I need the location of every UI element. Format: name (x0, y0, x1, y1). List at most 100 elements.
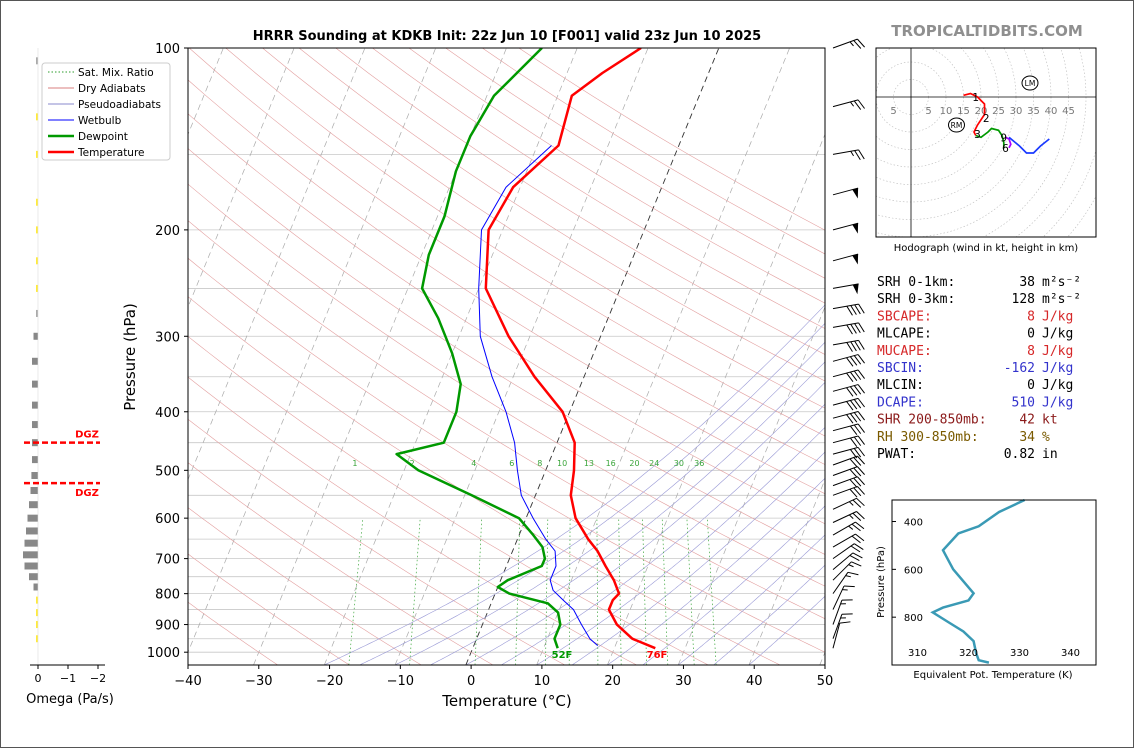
barb-flag (849, 555, 860, 561)
stat-value: 8 (1027, 309, 1035, 324)
barb-flag (853, 100, 862, 110)
hodograph-panel: 5 5 10 15 20 25 30 35 40 45 RM LM 123 96 Hodograph (w… (875, 47, 1097, 254)
pseudoadiabat (465, 381, 825, 665)
barb-flag (851, 523, 861, 532)
barb-flag (850, 341, 857, 352)
omega-bar (36, 198, 38, 206)
barb-half (842, 589, 848, 591)
stat-label: MLCIN: (877, 378, 924, 393)
dry-adiabat (188, 335, 709, 665)
barb-staff (832, 149, 859, 155)
storm-motion-label: LM (1025, 79, 1036, 88)
barb-pennant (852, 254, 859, 265)
mixing-ratio-label: 2 (410, 459, 415, 468)
y-tick-label: 300 (155, 330, 180, 345)
omega-bar (36, 150, 38, 158)
omega-bar (30, 487, 38, 495)
barb-staff (832, 485, 858, 496)
y-tick-label: 400 (155, 406, 180, 421)
pseudoadiabat (713, 564, 825, 665)
barb-staff (832, 38, 858, 49)
wind-barb (832, 543, 864, 560)
storm-motion-label: RM (951, 121, 963, 130)
barb-staff (832, 521, 856, 536)
mixing-ratio-line (642, 518, 647, 665)
x-tick-label: 20 (604, 674, 621, 689)
mixing-ratio-line (568, 518, 571, 665)
barb-flag (854, 543, 864, 551)
theta-e-y-label: 800 (904, 613, 923, 624)
mixing-ratio-line (596, 518, 599, 665)
legend-label: Dewpoint (78, 131, 128, 143)
stat-unit: m²s⁻² (1042, 292, 1081, 307)
barb-flag (849, 458, 858, 468)
stat-unit: J/kg (1042, 309, 1073, 324)
barb-flag (846, 401, 854, 411)
barb-flag (857, 411, 865, 421)
stat-label: DCAPE: (877, 395, 924, 410)
barb-flag (855, 521, 865, 530)
barb-staff (832, 552, 854, 570)
omega-bar (36, 635, 38, 643)
barb-flag (853, 355, 862, 365)
omega-tick-label: −1 (60, 672, 76, 685)
stat-unit: m²s⁻² (1042, 275, 1081, 290)
isotherm-line (677, 306, 825, 665)
barb-flag (850, 305, 857, 315)
stat-unit: J/kg (1042, 327, 1073, 342)
stat-label: MLCAPE: (877, 327, 932, 342)
x-tick-label: 0 (467, 674, 475, 689)
wind-barb (832, 533, 865, 548)
y-tick-label: 500 (155, 464, 180, 479)
barb-flag (846, 357, 854, 367)
wind-barb (832, 339, 865, 352)
mixing-ratio-label: 10 (557, 459, 567, 468)
isotherm-line (323, 48, 578, 665)
ring-label: 30 (1010, 106, 1023, 117)
isotherm-line (188, 48, 366, 481)
barb-flag (853, 385, 862, 395)
skewt-series (395, 48, 656, 650)
x-tick-label: −10 (387, 674, 414, 689)
pseudoadiabat (607, 477, 825, 665)
x-tick-label: −30 (245, 674, 272, 689)
dry-adiabat (188, 148, 825, 555)
barb-staff (832, 476, 858, 487)
dry-adiabat (225, 48, 825, 437)
surface-temperature-label: 76F (647, 650, 668, 661)
y-tick-label: 600 (155, 512, 180, 527)
y-tick-label: 100 (155, 42, 180, 57)
mixing-ratio-line (618, 518, 622, 665)
stat-label: RH 300-850mb: (877, 430, 979, 445)
theta-e-y-label: 400 (904, 518, 923, 529)
hodograph-segment (975, 127, 1005, 148)
isotherm-line (748, 478, 825, 665)
isotherm-line (536, 48, 790, 665)
hodograph-segment (1008, 136, 1050, 154)
barb-flag (849, 488, 858, 498)
skewt-ylabel: Pressure (hPa) (121, 303, 139, 411)
barb-flag (857, 99, 865, 109)
height-label: 2 (983, 113, 990, 125)
height-label: 9 (1000, 132, 1007, 144)
barb-flag (849, 400, 858, 410)
barb-half (848, 501, 854, 506)
omega-bar (33, 332, 38, 340)
pseudoadiabat (642, 505, 825, 665)
barb-flag (858, 322, 865, 333)
barb-flag (853, 477, 862, 487)
barb-flag (846, 305, 853, 316)
omega-bar (36, 113, 38, 121)
stat-label: MUCAPE: (877, 344, 932, 359)
dry-adiabat (188, 183, 825, 587)
theta-e-ylabel: Pressure (hPa) (876, 546, 887, 618)
barb-staff (832, 561, 852, 581)
barb-flag (857, 354, 865, 364)
barb-flag (853, 412, 862, 422)
dry-adiabat (188, 462, 494, 665)
legend-label: Temperature (77, 147, 145, 159)
barb-staff (832, 511, 857, 523)
barb-flag (851, 561, 862, 567)
barb-flag (858, 149, 865, 160)
